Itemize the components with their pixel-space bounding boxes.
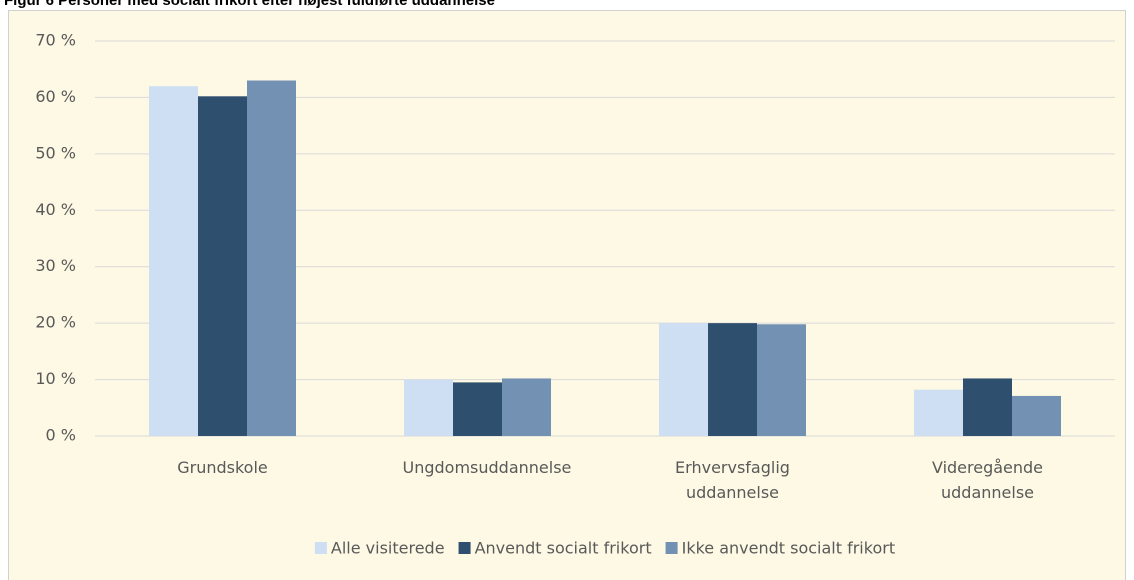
y-tick-label: 10 %: [35, 369, 76, 388]
y-tick-label: 30 %: [35, 256, 76, 275]
bar: [247, 80, 296, 436]
legend-swatch: [665, 542, 678, 554]
y-tick-label: 0 %: [46, 426, 76, 445]
bar: [198, 96, 247, 437]
bar: [963, 378, 1012, 436]
bar: [404, 379, 453, 436]
bar: [453, 382, 502, 436]
x-tick-label: Ungdomsuddannelse: [402, 458, 572, 477]
x-tick-label: Erhvervsfaglig uddannelse: [675, 458, 790, 502]
legend-label: Alle visiterede: [331, 539, 445, 558]
bar: [708, 323, 757, 436]
bar: [659, 323, 708, 436]
y-tick-label: 20 %: [35, 313, 76, 332]
x-tick-label: Videregående uddannelse: [931, 458, 1044, 502]
bar: [1012, 395, 1061, 436]
legend-swatch: [314, 542, 327, 554]
chart-title: Figur 6 Personer med socialt frikort eft…: [4, 0, 495, 9]
legend-label: Ikke anvendt socialt frikort: [682, 539, 896, 558]
bar: [149, 86, 198, 437]
legend-label: Anvendt socialt frikort: [475, 539, 652, 558]
legend-swatch: [458, 542, 471, 554]
bar: [757, 324, 806, 436]
bar: [502, 378, 551, 436]
y-tick-label: 60 %: [35, 87, 76, 106]
x-tick-label: Grundskole: [177, 458, 268, 477]
y-tick-label: 70 %: [35, 31, 76, 50]
bar: [914, 389, 963, 436]
y-tick-label: 50 %: [35, 143, 76, 162]
y-tick-label: 40 %: [35, 200, 76, 219]
